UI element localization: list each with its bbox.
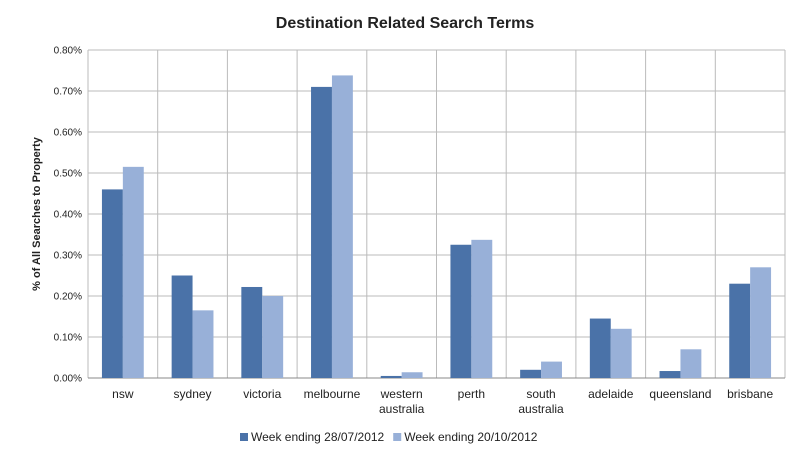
x-tick-label: western australia (379, 387, 425, 416)
x-tick-label: adelaide (588, 387, 634, 401)
y-tick-label: 0.60% (54, 128, 82, 139)
legend-swatch (240, 433, 248, 441)
x-tick-label: queensland (649, 387, 711, 401)
chart-title: Destination Related Search Terms (276, 15, 535, 32)
bar (101, 189, 123, 378)
bar (192, 310, 214, 378)
bar (471, 239, 493, 378)
x-tick-label: melbourne (304, 387, 361, 401)
bar (541, 361, 562, 378)
bar (241, 286, 263, 378)
bar (729, 283, 751, 378)
y-tick-label: 0.40% (54, 210, 82, 221)
y-axis-label: % of All Searches to Property (31, 136, 43, 291)
y-tick-label: 0.70% (54, 87, 82, 98)
bar (750, 267, 772, 378)
bar (171, 275, 193, 378)
x-tick-label: south australia (518, 387, 564, 416)
x-tick-label: brisbane (727, 387, 773, 401)
bar (122, 166, 144, 378)
y-tick-label: 0.50% (54, 169, 82, 180)
y-tick-label: 0.80% (54, 46, 82, 57)
bar (401, 372, 423, 378)
y-tick-label: 0.10% (54, 333, 82, 344)
x-tick-label: victoria (243, 387, 281, 401)
y-tick-label: 0.20% (54, 292, 82, 303)
legend-label: Week ending 20/10/2012 (404, 430, 538, 444)
bar (680, 349, 702, 378)
legend-swatch (393, 433, 402, 441)
bar (450, 244, 472, 378)
x-tick-label: nsw (112, 387, 134, 401)
legend-label: Week ending 28/07/2012 (251, 430, 385, 444)
bar (589, 318, 611, 378)
x-tick-label: perth (458, 387, 485, 401)
bar (659, 371, 681, 378)
bar (380, 375, 402, 378)
bar (520, 369, 542, 378)
x-tick-label: sydney (174, 387, 212, 401)
y-tick-label: 0.30% (54, 251, 82, 262)
bar (331, 75, 353, 379)
bar (311, 86, 332, 379)
bar (610, 328, 632, 378)
bar (262, 296, 284, 378)
y-tick-label: 0.00% (54, 374, 82, 385)
